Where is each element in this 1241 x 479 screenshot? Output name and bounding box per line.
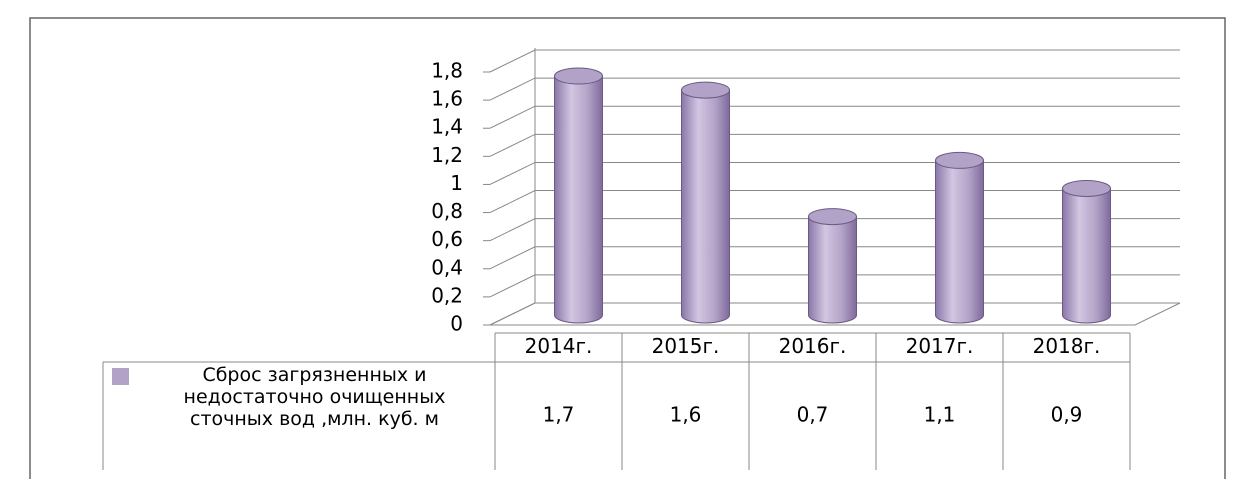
- cylinder-body: [681, 89, 730, 324]
- y-tick-label: 1,2: [431, 143, 463, 167]
- grid-line: [489, 133, 1180, 157]
- x-tick-label: 2017г.: [906, 334, 974, 358]
- bar: [1062, 180, 1111, 324]
- grid-line: [489, 77, 1180, 101]
- chart-frame: [29, 17, 1226, 479]
- y-tick-label: 0: [450, 312, 463, 336]
- y-tick-label: 1,4: [431, 115, 463, 139]
- bar: [935, 151, 984, 324]
- y-tick-label: 0,6: [431, 227, 463, 251]
- cylinder-body: [1062, 188, 1111, 324]
- data-label: 1,7: [543, 403, 575, 427]
- grid-line: [489, 49, 1180, 73]
- x-tick-label: 2016г.: [779, 334, 847, 358]
- y-tick-label: 0,8: [431, 199, 463, 223]
- data-label: 1,6: [670, 403, 702, 427]
- legend-box: Сброс загрязненных и недостаточно очищен…: [183, 364, 446, 430]
- x-tick-label: 2015г.: [652, 334, 720, 358]
- y-tick-label: 1,6: [431, 87, 463, 111]
- data-label: 0,9: [1051, 403, 1083, 427]
- cylinder-top: [554, 67, 603, 85]
- bar: [808, 208, 857, 324]
- y-tick-label: 1,8: [431, 59, 463, 83]
- data-label: 0,7: [797, 403, 829, 427]
- data-label: 1,1: [924, 403, 956, 427]
- grid-line: [489, 105, 1180, 129]
- cylinder-body: [554, 75, 603, 324]
- x-tick-label: 2014г.: [525, 334, 593, 358]
- legend-swatch: [112, 368, 129, 385]
- cylinder-top: [808, 208, 857, 226]
- legend-label: Сброс загрязненных и недостаточно очищен…: [183, 364, 446, 430]
- cylinder-body: [935, 159, 984, 324]
- bar: [681, 81, 730, 324]
- y-tick-label: 0,2: [431, 283, 463, 307]
- cylinder-top: [1062, 180, 1111, 197]
- cylinder-top: [681, 81, 730, 99]
- y-tick-label: 0,4: [431, 255, 463, 279]
- cylinder-top: [935, 151, 984, 169]
- x-tick-label: 2018г.: [1033, 334, 1101, 358]
- bar: [554, 67, 603, 324]
- floor: [490, 302, 1181, 326]
- y-tick-label: 1: [450, 171, 463, 195]
- cylinder-body: [808, 216, 857, 324]
